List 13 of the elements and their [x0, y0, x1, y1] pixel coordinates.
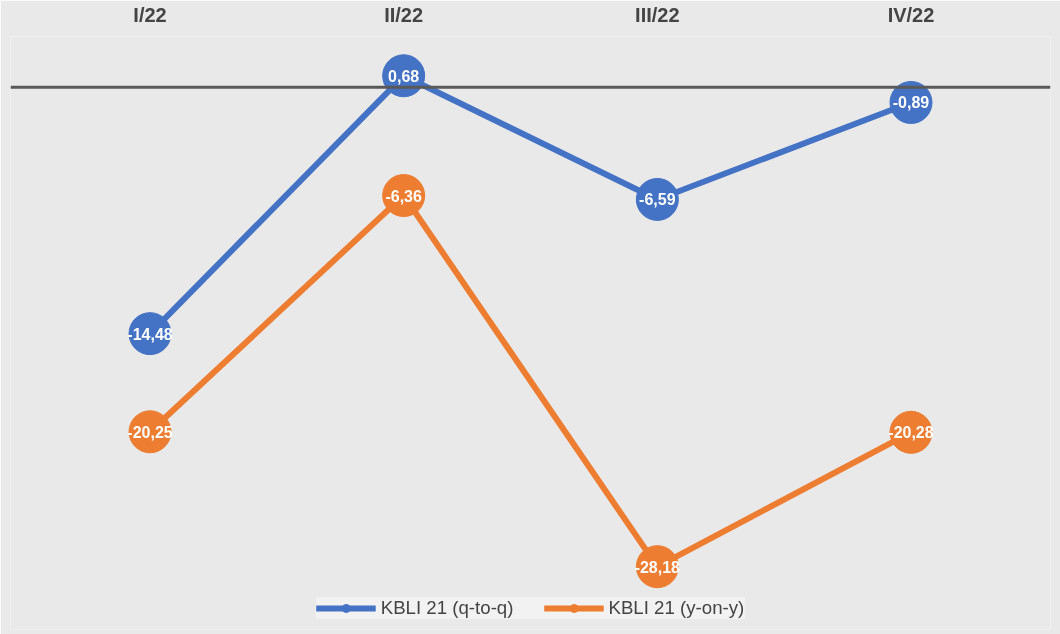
legend-label: KBLI 21 (q-to-q) — [380, 597, 514, 619]
data-label: -20,25 — [127, 423, 173, 441]
data-label: -6,59 — [639, 191, 676, 209]
legend-label: KBLI 21 (y-on-y) — [608, 597, 745, 619]
data-label: -20,28 — [888, 424, 934, 442]
data-label: -14,48 — [127, 325, 173, 343]
data-label: 0,68 — [388, 67, 420, 85]
x-tick-label: III/22 — [635, 3, 680, 26]
x-tick-label: IV/22 — [887, 3, 935, 26]
data-label: -6,36 — [385, 187, 423, 205]
x-tick-label: II/22 — [384, 3, 424, 26]
x-tick-label: I/22 — [133, 3, 167, 26]
data-label: -0,89 — [892, 94, 930, 112]
